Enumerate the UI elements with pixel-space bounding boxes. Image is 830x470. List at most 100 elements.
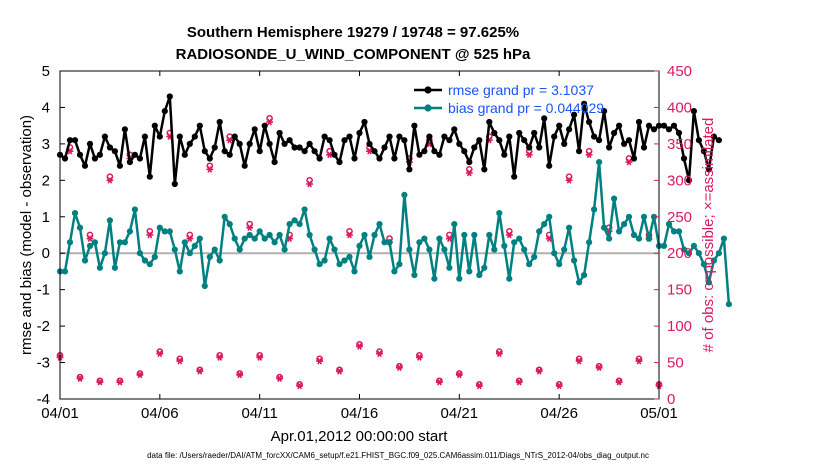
bias-point — [571, 257, 578, 264]
bias-point — [630, 231, 638, 239]
rmse-point — [516, 129, 523, 137]
y-right-tick-label: 0 — [667, 391, 675, 408]
obs-assimilated-stroke — [277, 375, 282, 382]
obs-assimilated-point — [565, 176, 573, 184]
bias-point — [625, 213, 633, 220]
bias-point — [301, 206, 308, 213]
obs-assimilated-stroke — [237, 371, 243, 379]
y-axis-label: rmse and bias (model - observation) — [18, 115, 35, 355]
obs-assimilated-stroke — [516, 378, 522, 386]
obs-assimilated-stroke — [307, 180, 312, 188]
bias-point — [456, 275, 463, 282]
bias-point — [136, 250, 143, 257]
rmse-point — [201, 148, 208, 155]
bias-point — [491, 246, 498, 253]
obs-assimilated-stroke — [476, 382, 482, 390]
rmse-point — [316, 155, 323, 162]
bias-point — [680, 246, 688, 253]
rmse-series — [56, 93, 723, 188]
x-tick-label: 04/01 — [41, 405, 79, 422]
bias-point — [566, 224, 573, 231]
rmse-point — [640, 144, 648, 151]
obs-assimilated-stroke — [636, 357, 642, 365]
rmse-point — [116, 162, 123, 169]
rmse-point — [705, 166, 713, 173]
rmse-point — [96, 151, 103, 158]
rmse-point — [106, 144, 113, 151]
rmse-point — [695, 137, 703, 144]
obs-assimilated-stroke — [267, 118, 272, 126]
bias-point — [601, 224, 608, 231]
obs-assimilated-point — [96, 378, 104, 386]
bias-point — [331, 246, 338, 253]
rmse-point — [541, 115, 548, 122]
obs-assimilated-point — [186, 235, 194, 242]
obs-assimilated-stroke — [217, 354, 223, 361]
rmse-point — [606, 144, 613, 151]
obs-assimilated-point — [296, 382, 304, 390]
obs-assimilated-point — [356, 343, 363, 350]
y-right-tick-label: 450 — [667, 63, 692, 80]
obs-assimilated-point — [196, 367, 204, 375]
bias-point — [561, 246, 568, 253]
obs-assimilated-stroke — [456, 371, 462, 379]
bias-point — [116, 239, 123, 246]
rmse-point — [556, 122, 563, 129]
rmse-point — [191, 133, 198, 140]
rmse-point — [211, 144, 218, 151]
rmse-point — [71, 137, 79, 144]
obs-assimilated-point — [615, 378, 623, 386]
bias-point — [291, 217, 298, 224]
obs-assimilated-stroke — [247, 224, 253, 232]
rmse-point — [166, 93, 173, 100]
obs-assimilated-point — [256, 354, 264, 361]
rmse-point — [406, 166, 413, 173]
bias-point — [226, 221, 233, 228]
bias-point — [366, 253, 373, 260]
obs-assimilated-point — [306, 180, 314, 188]
bias-point — [401, 191, 408, 198]
rmse-point — [491, 129, 498, 137]
obs-assimilated-stroke — [187, 235, 193, 242]
rmse-point — [221, 148, 228, 155]
bias-point — [181, 239, 188, 246]
rmse-point — [296, 144, 303, 151]
bias-point — [606, 235, 613, 242]
obs-assimilated-stroke — [447, 235, 452, 242]
bias-point — [251, 235, 258, 242]
rmse-point — [690, 108, 698, 115]
obs-assimilated-stroke — [297, 382, 302, 390]
rmse-point — [551, 133, 558, 140]
rmse-point — [206, 155, 213, 162]
rmse-point — [680, 155, 688, 162]
bias-point — [720, 235, 728, 242]
bias-point — [91, 239, 98, 246]
bias-point — [151, 253, 158, 260]
bias-point — [551, 250, 558, 257]
rmse-point — [231, 133, 238, 140]
rmse-point — [531, 129, 538, 137]
rmse-point — [366, 140, 373, 147]
bias-point — [596, 159, 603, 166]
bias-point — [586, 239, 593, 246]
y-right-tick-label: 350 — [667, 136, 692, 153]
x-tick-label: 04/26 — [540, 405, 578, 422]
rmse-point — [181, 151, 188, 158]
bias-series — [56, 159, 733, 308]
rmse-point — [176, 133, 183, 140]
rmse-point — [571, 111, 578, 118]
bias-point — [111, 264, 118, 271]
rmse-point — [291, 144, 298, 151]
data-file-footer: data file: /Users/raeder/DAI/ATM_forcXX/… — [147, 451, 649, 460]
rmse-point — [630, 155, 638, 162]
rmse-point — [416, 151, 423, 158]
rmse-point — [81, 162, 89, 169]
bias-point — [131, 206, 138, 213]
obs-assimilated-stroke — [546, 235, 552, 242]
rmse-point — [261, 122, 268, 129]
obs-assimilated-stroke — [357, 343, 362, 350]
y-axis-ticks: -4 -3 -2 -1 0 1 2 3 4 5 — [37, 63, 65, 408]
y-tick-label: -2 — [37, 318, 50, 335]
bias-point — [426, 246, 433, 253]
bias-point — [271, 239, 278, 246]
